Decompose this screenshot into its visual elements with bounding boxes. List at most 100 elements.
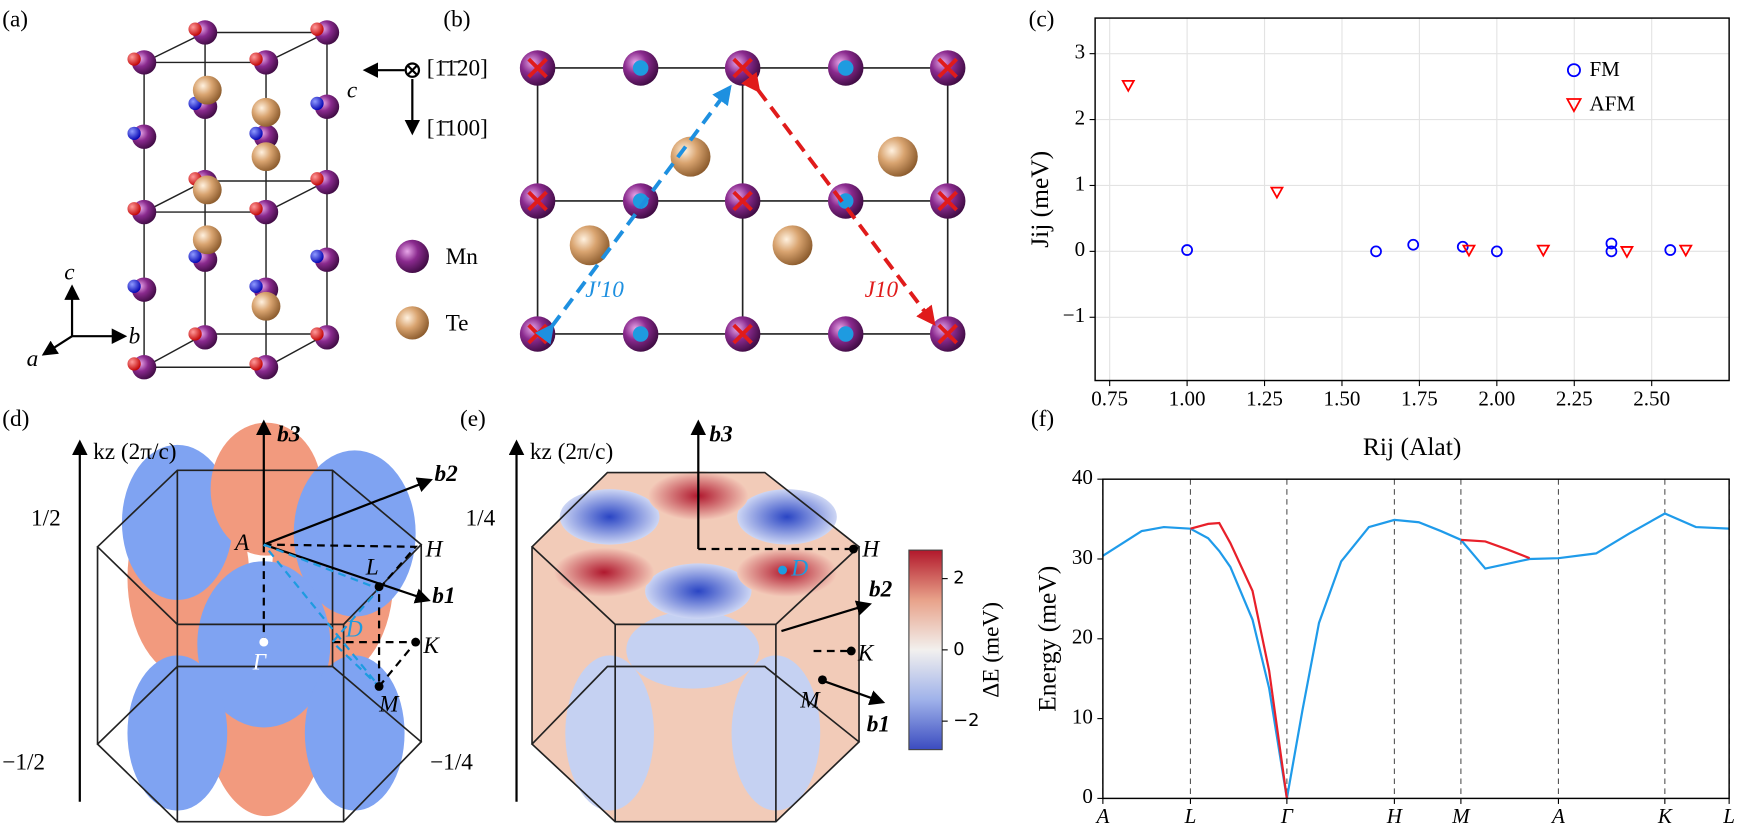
- exchange-label: J10: [865, 277, 899, 303]
- point: [1490, 245, 1503, 258]
- x-tick-label: K: [1657, 804, 1673, 828]
- x-tick-label: 1.00: [1169, 386, 1206, 410]
- brillouin-zone: [72, 419, 433, 823]
- k-point-label: Γ: [252, 650, 267, 676]
- vector-label: b1: [432, 583, 455, 609]
- k-point-label: M: [799, 687, 821, 713]
- k-point-label: K: [857, 641, 875, 667]
- k-point-label: D: [790, 555, 808, 581]
- x-tick-label: H: [1386, 804, 1404, 828]
- legend-marker: [1565, 98, 1583, 114]
- point: [1536, 244, 1551, 258]
- k-point-label: A: [233, 530, 250, 556]
- x-tick-label: 1.50: [1324, 386, 1361, 410]
- y-tick-label: 0: [1082, 784, 1093, 808]
- y-tick-label: 40: [1072, 465, 1093, 489]
- spin: [249, 52, 263, 66]
- panel-label: (c): [1029, 7, 1055, 33]
- point: [1181, 244, 1193, 256]
- y-tick-label: 2: [1075, 105, 1086, 129]
- spin: [310, 249, 324, 264]
- axis-label: kz (2π/c): [530, 439, 613, 465]
- point: [1605, 237, 1618, 250]
- dispersion-line: [1190, 521, 1531, 799]
- x-tick-label: A: [1550, 804, 1565, 828]
- brillouin-zone-energy: [508, 419, 943, 823]
- te-atom: [251, 142, 281, 172]
- plot-frame: [1094, 17, 1730, 382]
- y-tick-label: 30: [1072, 545, 1093, 569]
- crystal-structure: [127, 20, 340, 380]
- spin: [249, 279, 263, 293]
- te-atom: [772, 225, 813, 266]
- y-tick-label: 0: [1075, 237, 1086, 261]
- point: [1121, 79, 1136, 93]
- x-tick-label: L: [1722, 804, 1735, 828]
- axis-label: b: [129, 324, 141, 350]
- x-tick-label: 1.25: [1246, 386, 1283, 410]
- point: [1456, 240, 1469, 253]
- exchange-arrows: [534, 71, 936, 345]
- point: [1664, 244, 1677, 256]
- colorbar-tick-label: 2: [953, 569, 964, 589]
- y-tick-label: −1: [1063, 303, 1085, 327]
- legend-label: Te: [446, 310, 469, 336]
- point: [1370, 245, 1382, 258]
- spin: [249, 202, 263, 216]
- spin-up: [632, 60, 649, 76]
- axis-tick-label: −1/2: [2, 749, 45, 775]
- axis-label: kz (2π/c): [93, 439, 176, 465]
- spin: [310, 172, 324, 186]
- dispersion-line: [1102, 512, 1730, 799]
- legend-label: Mn: [446, 244, 479, 270]
- te-atom: [192, 75, 222, 105]
- point: [1678, 244, 1693, 258]
- spin-down: [937, 190, 958, 212]
- axis-label: c: [347, 78, 358, 104]
- spin-down: [937, 57, 958, 79]
- exchange-label: J′10: [585, 277, 624, 303]
- te-atom: [192, 175, 222, 205]
- k-point-label: H: [425, 537, 444, 563]
- point: [1407, 238, 1420, 251]
- spin: [249, 357, 263, 371]
- spin: [249, 126, 263, 141]
- vector-label: b2: [435, 461, 459, 487]
- colorbar-tick-label: 0: [953, 640, 964, 660]
- k-point-label: H: [861, 537, 880, 563]
- point: [1605, 245, 1618, 258]
- x-tick-label: A: [1094, 804, 1109, 828]
- y-tick-label: 10: [1072, 704, 1093, 728]
- legend-marker: [1566, 63, 1581, 78]
- k-point-label: M: [378, 692, 400, 718]
- spin: [188, 22, 202, 36]
- y-axis-label: Energy (meV): [1033, 566, 1062, 712]
- vector-label: b3: [277, 421, 301, 447]
- x-tick-label: Γ: [1280, 804, 1294, 828]
- panel-label: (d): [2, 406, 29, 432]
- axis-tick-label: 1/4: [466, 506, 496, 532]
- axis-label: a: [27, 346, 39, 372]
- vector-label: b2: [869, 576, 893, 602]
- y-tick-label: 1: [1075, 171, 1086, 195]
- spin: [127, 126, 141, 141]
- spin-up: [837, 60, 854, 76]
- spin: [127, 202, 141, 216]
- k-point-label: K: [422, 633, 440, 659]
- x-tick-label: 2.00: [1478, 386, 1515, 410]
- x-tick-label: 2.50: [1633, 386, 1670, 410]
- direction-label: [1̄1̄20]: [427, 56, 488, 82]
- panel-label: (f): [1031, 406, 1054, 432]
- legend-label: AFM: [1589, 91, 1635, 115]
- colorbar: [908, 549, 943, 751]
- vector-label: b1: [867, 712, 890, 738]
- te-atom: [877, 136, 918, 177]
- lattice-top-view: [519, 50, 966, 352]
- mn-legend-sphere: [395, 239, 429, 274]
- x-tick-label: 1.75: [1401, 386, 1438, 410]
- plot-frame: [1102, 478, 1730, 800]
- y-tick-label: 3: [1075, 39, 1086, 63]
- vector-label: b3: [709, 421, 733, 447]
- spin: [127, 357, 141, 371]
